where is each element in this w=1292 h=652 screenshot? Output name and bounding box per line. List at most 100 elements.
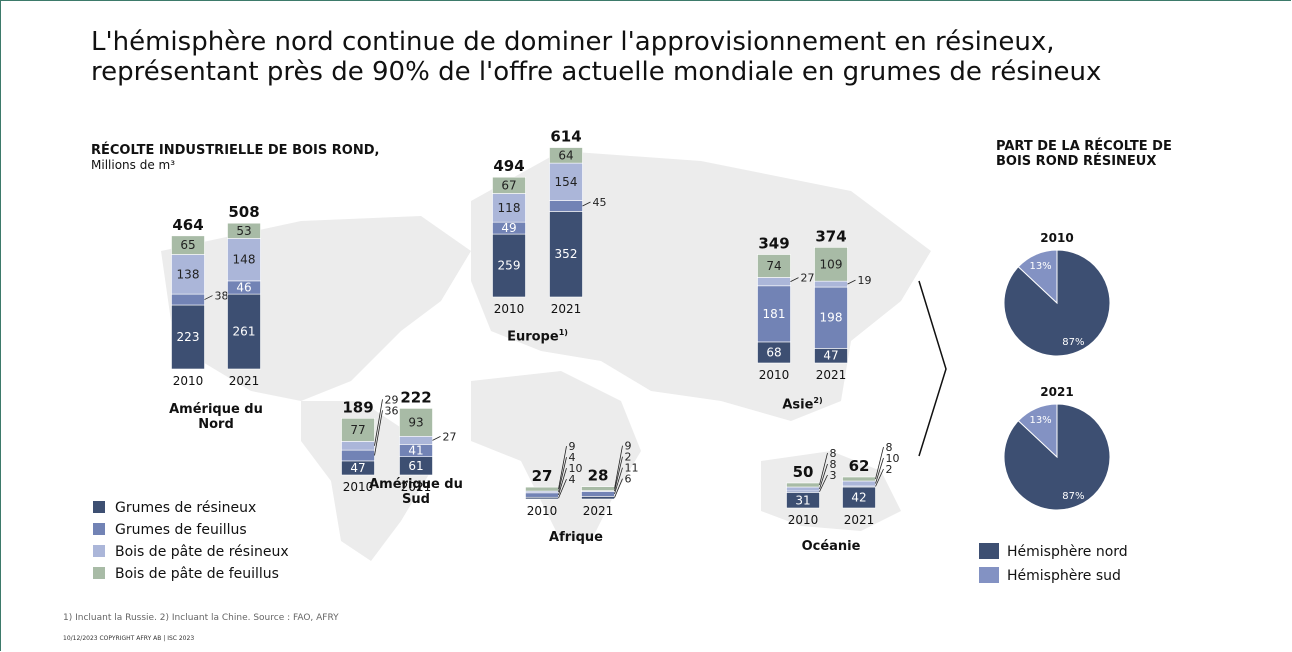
- segment-label: 46: [236, 280, 251, 294]
- legend-label: Bois de pâte de résineux: [115, 544, 289, 560]
- segment-label: 93: [408, 415, 423, 429]
- segment-label: 41: [408, 444, 423, 458]
- pie-slice: [1017, 403, 1058, 459]
- year-label: 2010: [527, 504, 558, 518]
- region-label: Asie2): [753, 393, 853, 412]
- bar-segment: [171, 235, 205, 255]
- segment-label: 77: [350, 423, 365, 437]
- pie-year: 2010: [1040, 231, 1073, 245]
- segment-label: 11: [625, 462, 639, 475]
- leader-line: [374, 410, 383, 456]
- bar-total: 349: [758, 235, 789, 253]
- year-label: 2010: [494, 302, 525, 316]
- bar-segment: [549, 211, 583, 298]
- leader-line: [819, 463, 828, 490]
- segment-label: 10: [886, 452, 900, 465]
- region-name: Asie: [782, 397, 814, 413]
- copyright: 10/12/2023 COPYRIGHT AFRY AB | ISC 2023: [63, 635, 195, 642]
- segment-label: 261: [233, 325, 256, 339]
- pie-label: 13%: [1029, 261, 1051, 272]
- bar-segment: [525, 492, 559, 498]
- region-name: Amérique du Sud: [369, 477, 463, 507]
- unit: Millions de m³: [91, 158, 176, 172]
- legend-label: Grumes de résineux: [115, 500, 256, 516]
- segment-label: 181: [763, 307, 786, 321]
- leader-line: [374, 399, 383, 446]
- segment-label: 67: [501, 178, 516, 192]
- bar-segment: [842, 476, 876, 482]
- bar-segment: [492, 193, 526, 223]
- segment-label: 47: [823, 349, 838, 363]
- bar-segment: [227, 222, 261, 239]
- segment-label: 27: [801, 272, 815, 285]
- leader-line: [204, 295, 213, 300]
- legend-label: Grumes de feuillus: [115, 522, 247, 538]
- leader-line: [432, 435, 441, 441]
- bar-segment: [171, 293, 205, 306]
- segment-label: 10: [569, 462, 583, 475]
- region-note: 1): [558, 328, 568, 337]
- segment-label: 45: [593, 196, 607, 209]
- bar-segment: [549, 147, 583, 164]
- bar-segment: [549, 200, 583, 212]
- bar-total: 222: [400, 388, 431, 406]
- bar-total: 614: [550, 128, 581, 146]
- bar-segment: [757, 277, 791, 287]
- year-label: 2021: [401, 480, 432, 494]
- region-label: Europe1): [488, 325, 588, 344]
- pie-label: 13%: [1029, 415, 1051, 426]
- segment-label: 74: [766, 259, 781, 273]
- pie-heading: PART DE LA RÉCOLTE DE BOIS ROND RÉSINEUX: [996, 139, 1172, 169]
- segment-label: 19: [858, 274, 872, 287]
- segment-label: 259: [498, 259, 521, 273]
- segment-label: 118: [498, 201, 521, 215]
- pie-year: 2021: [1040, 385, 1073, 399]
- region-note: 2): [813, 396, 823, 405]
- leader-line: [614, 445, 623, 489]
- bar-segment: [757, 285, 791, 343]
- segment-label: 31: [795, 493, 810, 507]
- leader-line: [558, 446, 567, 490]
- bar-segment: [492, 176, 526, 194]
- segment-label: 154: [555, 175, 578, 189]
- leader-line: [875, 468, 884, 487]
- segment-label: 38: [215, 290, 229, 303]
- bar-segment: [814, 247, 848, 282]
- bar-segment: [227, 293, 261, 370]
- segment-label: 64: [558, 148, 573, 162]
- bar-total: 28: [588, 467, 609, 485]
- segment-label: 68: [766, 345, 781, 359]
- chevron: [918, 280, 947, 457]
- leader-line: [819, 452, 828, 486]
- segment-label: 138: [177, 267, 200, 281]
- bar-total: 374: [815, 227, 846, 245]
- bar-segment: [341, 417, 375, 442]
- segment-label: 148: [233, 253, 256, 267]
- segment-label: 2: [625, 451, 632, 464]
- segment-label: 9: [569, 440, 576, 453]
- segment-label: 352: [555, 247, 578, 261]
- bar-segment: [814, 280, 848, 288]
- year-label: 2021: [551, 302, 582, 316]
- segment-label: 42: [851, 491, 866, 505]
- title: L'hémisphère nord continue de dominer l'…: [91, 27, 1101, 87]
- segment-label: 2: [886, 463, 893, 476]
- legend-label: Bois de pâte de feuillus: [115, 566, 279, 582]
- year-label: 2021: [229, 374, 260, 388]
- region-label: Amérique du Nord: [166, 402, 266, 432]
- segment-label: 36: [385, 404, 399, 417]
- leader-line: [614, 456, 623, 492]
- region-name: Amérique du Nord: [169, 402, 263, 432]
- legend-swatch: [93, 501, 105, 513]
- segment-label: 8: [886, 441, 893, 454]
- segment-label: 9: [625, 440, 632, 453]
- region-label: Afrique: [526, 530, 626, 545]
- segment-label: 47: [350, 461, 365, 475]
- bar-segment: [341, 449, 375, 462]
- bar-total: 62: [849, 457, 870, 475]
- segment-label: 6: [625, 473, 632, 486]
- bar-segment: [581, 486, 615, 491]
- region-name: Afrique: [549, 530, 603, 545]
- leader-line: [614, 478, 623, 498]
